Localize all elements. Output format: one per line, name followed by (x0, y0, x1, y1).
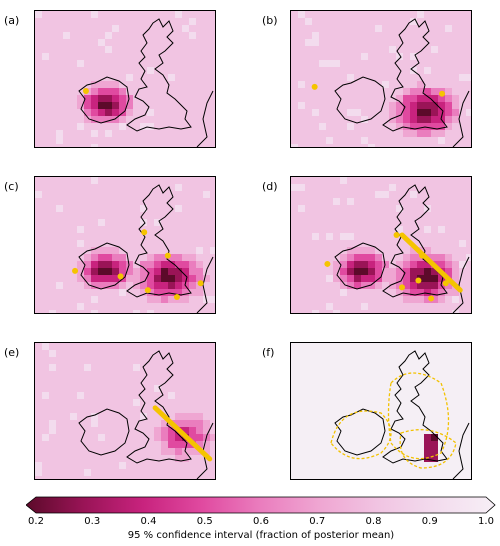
colorbar-tick-label: 0.7 (309, 516, 326, 527)
colorbar: 0.2 0.3 0.4 0.5 0.6 0.7 0.8 0.9 1.0 95 % confide… (25, 496, 496, 546)
panel-label: (f) (262, 346, 275, 359)
coastline (78, 76, 130, 124)
site-marker (415, 277, 422, 284)
site-marker (399, 284, 406, 291)
colorbar-tick-label: 0.8 (365, 516, 382, 527)
footprint-contour (387, 372, 450, 460)
site-marker (173, 294, 180, 301)
colorbar-tick-label: 0.5 (196, 516, 213, 527)
panel-label: (e) (4, 346, 20, 359)
map-panel (34, 176, 216, 314)
site-marker (117, 273, 124, 280)
site-marker (324, 260, 331, 267)
site-marker (164, 252, 171, 259)
panel-label: (d) (262, 180, 278, 193)
panel-label: (c) (4, 180, 19, 193)
heat-grid (35, 11, 215, 147)
map-panel (290, 342, 472, 480)
coastline (78, 242, 130, 290)
site-marker (311, 83, 318, 90)
europe-coastline (452, 90, 470, 147)
colorbar-bar (25, 496, 496, 514)
colorbar-tick-label: 0.3 (84, 516, 101, 527)
site-marker (442, 280, 449, 287)
coastline (334, 408, 386, 456)
colorbar-tick-label: 0.4 (140, 516, 157, 527)
site-marker (197, 280, 204, 287)
satellite-track (399, 232, 463, 293)
coastline (126, 350, 192, 464)
europe-coastline (452, 422, 470, 479)
map-canvas (291, 343, 471, 479)
coastline (382, 350, 448, 464)
colorbar-label: 95 % confidence interval (fraction of po… (127, 530, 395, 541)
colorbar-tick-label: 0.6 (253, 516, 269, 527)
site-marker (419, 252, 426, 259)
site-marker (72, 267, 79, 274)
map-canvas (35, 343, 215, 479)
colorbar-gradient (25, 496, 496, 514)
heat-grid (35, 343, 215, 479)
europe-coastline (196, 90, 214, 147)
map-canvas (291, 11, 471, 147)
coastline (126, 18, 192, 132)
satellite-track (152, 405, 213, 462)
panel-label: (a) (4, 14, 20, 27)
site-marker (144, 287, 151, 294)
map-panel (290, 10, 472, 148)
map-panel (290, 176, 472, 314)
europe-coastline (452, 256, 470, 313)
map-canvas (291, 177, 471, 313)
heat-grid (35, 177, 215, 313)
panel-label: (b) (262, 14, 278, 27)
colorbar-tick-label: 0.2 (28, 516, 44, 527)
coastline (78, 408, 130, 456)
coastline (334, 242, 386, 290)
heat-grid (291, 11, 471, 147)
site-marker (393, 231, 400, 238)
site-marker (428, 295, 435, 302)
map-canvas (35, 177, 215, 313)
site-marker (141, 229, 148, 236)
footprint-contour (399, 429, 457, 469)
map-canvas (35, 11, 215, 147)
site-marker (82, 88, 89, 95)
map-panel (34, 342, 216, 480)
coastline (334, 76, 386, 124)
footprint-contour (330, 410, 392, 460)
site-marker (439, 90, 446, 97)
map-panel (34, 10, 216, 148)
coastline (382, 18, 448, 132)
colorbar-tick-label: 1.0 (478, 516, 494, 527)
colorbar-tick-label: 0.9 (421, 516, 438, 527)
